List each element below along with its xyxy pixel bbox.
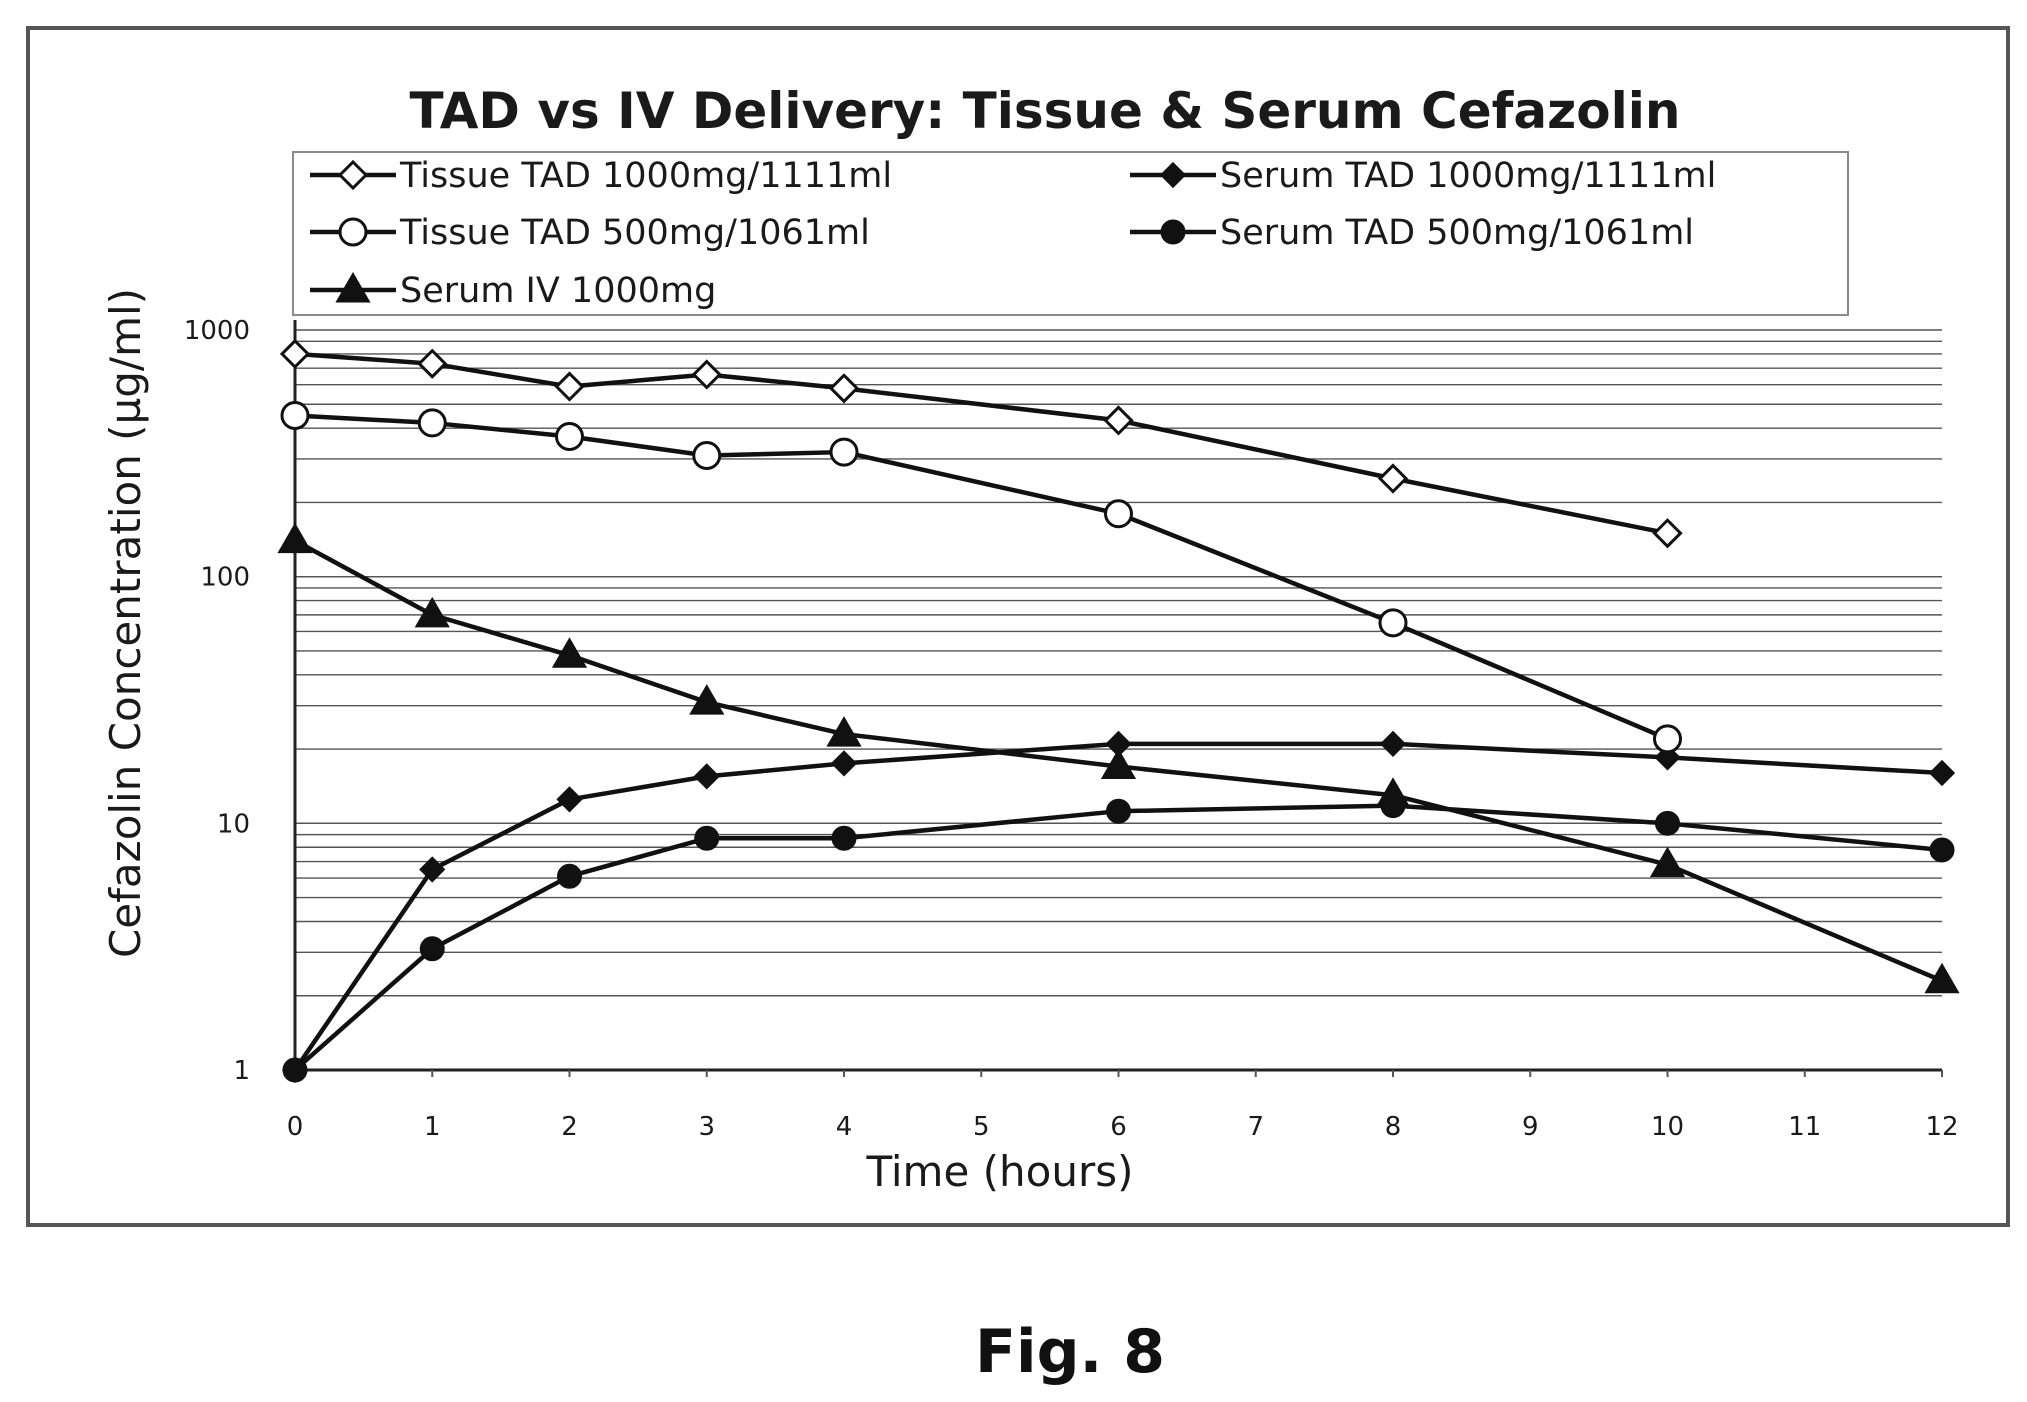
y-tick-label: 100	[200, 563, 250, 593]
data-point	[279, 338, 311, 370]
data-point	[1649, 846, 1686, 878]
x-tick-label: 7	[1247, 1112, 1264, 1142]
x-tick-label: 6	[1110, 1112, 1127, 1142]
data-point	[417, 408, 447, 438]
data-point	[1924, 962, 1960, 994]
data-point	[1375, 777, 1411, 808]
series-5	[277, 522, 1960, 994]
legend-entry: Tissue TAD 1000mg/1111ml	[310, 156, 892, 196]
data-point	[1378, 608, 1408, 638]
data-point	[555, 422, 584, 452]
data-point	[417, 348, 448, 379]
series-line	[294, 351, 1668, 536]
data-point	[830, 750, 858, 777]
x-tick-label: 10	[1651, 1112, 1684, 1142]
series-layer	[277, 338, 1960, 1084]
data-point	[1928, 759, 1956, 787]
data-point	[1379, 730, 1407, 757]
y-axis-title: Cefazolin Concentration (µg/ml)	[101, 288, 150, 958]
data-point	[282, 1057, 308, 1083]
data-point	[277, 522, 313, 554]
data-point	[551, 637, 588, 668]
legend-marker	[335, 271, 371, 303]
y-tick-labels: 1 10 100 1000	[184, 316, 250, 1086]
legend-marker	[1160, 219, 1186, 245]
legend-label: Serum TAD 500mg/1061ml	[1220, 213, 1694, 253]
figure-caption: Fig. 8	[975, 1317, 1165, 1387]
data-point	[826, 716, 862, 747]
data-point	[1106, 798, 1131, 824]
data-point	[554, 371, 585, 402]
legend-label: Serum TAD 1000mg/1111ml	[1220, 156, 1716, 196]
legend-label: Tissue TAD 1000mg/1111ml	[399, 156, 892, 196]
x-tick-label: 3	[698, 1112, 715, 1142]
x-tick-label: 11	[1788, 1112, 1821, 1142]
data-point	[692, 440, 722, 470]
data-point	[1104, 499, 1133, 529]
data-point	[556, 786, 583, 813]
legend: Tissue TAD 1000mg/1111ml Serum TAD 1000mg…	[310, 156, 1716, 311]
legend-box	[292, 151, 1849, 316]
data-point	[1929, 837, 1955, 863]
data-point	[414, 596, 450, 628]
legend-entry: Serum IV 1000mg	[310, 271, 716, 311]
data-point	[1377, 463, 1409, 494]
y-tick-label: 1000	[184, 316, 250, 346]
x-tick-label: 9	[1522, 1112, 1539, 1142]
x-tick-label: 4	[836, 1112, 853, 1142]
x-tick-label: 0	[287, 1112, 304, 1142]
legend-entry: Serum TAD 1000mg/1111ml	[1130, 156, 1716, 196]
data-point	[831, 825, 857, 851]
data-point	[280, 401, 310, 431]
data-point	[419, 856, 446, 883]
series-4	[282, 793, 1955, 1083]
data-point	[694, 825, 720, 851]
series-3	[280, 401, 1682, 754]
data-point	[1103, 405, 1134, 436]
data-point	[829, 437, 859, 467]
data-point	[689, 684, 725, 715]
data-point	[1652, 518, 1683, 549]
y-tick-label: 10	[217, 809, 250, 839]
data-point	[1100, 748, 1137, 779]
x-tick-labels: 0 1 2 3 4 5 6 7 8 9 10 11 12	[287, 1070, 1959, 1142]
legend-marker	[338, 217, 368, 247]
legend-label: Serum IV 1000mg	[400, 271, 716, 311]
y-tick-label: 1	[233, 1056, 250, 1086]
series-1	[279, 338, 1683, 549]
series-line	[294, 413, 1669, 741]
data-point	[1653, 724, 1682, 754]
data-point	[693, 763, 720, 790]
chart-title: TAD vs IV Delivery: Tissue & Serum Cefaz…	[410, 82, 1681, 140]
x-axis-title: Time (hours)	[866, 1147, 1134, 1196]
x-tick-label: 1	[424, 1112, 441, 1142]
legend-marker	[337, 159, 369, 191]
data-point	[691, 359, 722, 390]
data-point	[1655, 810, 1680, 836]
data-point	[557, 863, 582, 889]
data-point	[419, 936, 445, 962]
legend-label: Tissue TAD 500mg/1061ml	[399, 213, 870, 253]
legend-entry: Tissue TAD 500mg/1061ml	[310, 213, 870, 253]
x-tick-label: 2	[561, 1112, 578, 1142]
legend-marker	[1159, 161, 1187, 189]
legend-entry: Serum TAD 500mg/1061ml	[1130, 213, 1694, 253]
x-tick-label: 8	[1385, 1112, 1402, 1142]
data-point	[828, 373, 860, 404]
x-tick-label: 12	[1925, 1112, 1958, 1142]
x-tick-label: 5	[973, 1112, 990, 1142]
